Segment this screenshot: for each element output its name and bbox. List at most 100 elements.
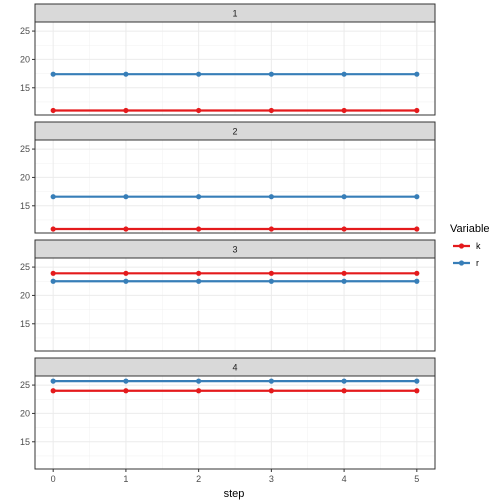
data-point-k [50, 107, 56, 114]
data-point-r [196, 194, 202, 200]
x-tick-label: 0 [51, 474, 56, 484]
data-point-k [196, 226, 202, 232]
data-point-r [268, 378, 274, 384]
facet-strip-label: 4 [232, 363, 237, 373]
x-tick-label: 1 [123, 474, 128, 484]
y-axis: 15 20 25 [20, 26, 35, 93]
facet-panel-2: 2 15 20 25 [20, 121, 436, 234]
data-point-r [196, 71, 202, 77]
legend-label: k [476, 241, 481, 251]
series-r-line [50, 378, 420, 384]
facet-strip-label: 2 [232, 127, 237, 137]
series-r-line [50, 71, 420, 77]
data-point-r [50, 378, 56, 384]
y-tick-label: 25 [20, 262, 30, 272]
legend-label: r [476, 258, 479, 268]
legend-key-point [458, 243, 465, 249]
data-point-r [196, 278, 202, 284]
data-point-k [414, 226, 420, 232]
y-axis: 15 20 25 [20, 380, 35, 447]
data-point-k [341, 226, 347, 232]
data-point-r [341, 194, 347, 200]
y-tick-label: 20 [20, 290, 30, 300]
y-tick-label: 15 [20, 83, 30, 93]
legend-entry-k: k [453, 241, 481, 251]
legend-title: Variable [450, 223, 490, 235]
data-point-r [50, 278, 56, 284]
data-point-r [414, 71, 420, 77]
data-point-r [268, 278, 274, 284]
data-point-k [268, 226, 274, 232]
panel-border [34, 375, 436, 470]
data-point-k [123, 107, 129, 114]
data-point-k [414, 107, 420, 114]
data-point-r [50, 194, 56, 200]
data-point-k [414, 388, 420, 394]
data-point-k [123, 270, 129, 276]
gridlines [35, 140, 435, 233]
facet-panel-3: 3 15 20 25 [20, 239, 436, 352]
x-axis-title: step [224, 488, 245, 500]
series-r-line [50, 278, 420, 284]
legend: Variable kr [450, 223, 490, 268]
data-point-k [341, 388, 347, 394]
data-point-r [414, 378, 420, 384]
data-point-r [414, 194, 420, 200]
data-point-r [268, 71, 274, 77]
x-tick-label: 5 [414, 474, 419, 484]
data-point-k [341, 270, 347, 276]
facet-panel-1: 1 15 20 25 [20, 3, 436, 116]
data-point-k [268, 388, 274, 394]
data-point-r [196, 378, 202, 384]
data-point-r [414, 278, 420, 284]
facet-panel-4: 4 15 20 25 [20, 357, 436, 470]
legend-entry-r: r [453, 258, 479, 268]
data-point-k [341, 107, 347, 114]
panel-border [34, 21, 436, 116]
panel-border [34, 139, 436, 234]
x-axis: 0 1 2 3 4 5 [51, 469, 419, 484]
data-point-k [268, 107, 274, 114]
data-point-k [196, 107, 202, 114]
series-r-line [50, 194, 420, 200]
data-point-k [50, 388, 56, 394]
legend-entries: kr [453, 241, 481, 268]
y-tick-label: 20 [20, 172, 30, 182]
y-tick-label: 25 [20, 380, 30, 390]
data-point-r [123, 194, 129, 200]
panel-border [34, 257, 436, 352]
data-point-r [123, 71, 129, 77]
data-point-k [123, 388, 129, 394]
data-point-k [414, 270, 420, 276]
data-point-k [50, 270, 56, 276]
series-k-line [50, 270, 420, 276]
y-tick-label: 20 [20, 54, 30, 64]
data-point-k [123, 226, 129, 232]
facet-panels: 1 15 20 25 2 15 20 25 3 15 20 25 4 15 20 25 [20, 3, 436, 470]
y-tick-label: 25 [20, 26, 30, 36]
data-point-k [268, 270, 274, 276]
facet-strip-label: 1 [232, 9, 237, 19]
data-point-k [196, 270, 202, 276]
x-tick-label: 4 [342, 474, 347, 484]
y-tick-label: 25 [20, 144, 30, 154]
data-point-r [341, 278, 347, 284]
data-point-r [123, 378, 129, 384]
legend-key-point [458, 260, 465, 266]
data-point-r [268, 194, 274, 200]
y-tick-label: 15 [20, 437, 30, 447]
x-tick-label: 3 [269, 474, 274, 484]
data-point-k [50, 226, 56, 232]
y-tick-label: 20 [20, 408, 30, 418]
data-point-r [50, 71, 56, 77]
series-k-line [50, 107, 420, 114]
y-tick-label: 15 [20, 319, 30, 329]
y-axis: 15 20 25 [20, 262, 35, 329]
data-point-k [196, 388, 202, 394]
data-point-r [341, 71, 347, 77]
x-tick-label: 2 [196, 474, 201, 484]
series-k-line [50, 226, 420, 232]
y-tick-label: 15 [20, 201, 30, 211]
data-point-r [341, 378, 347, 384]
